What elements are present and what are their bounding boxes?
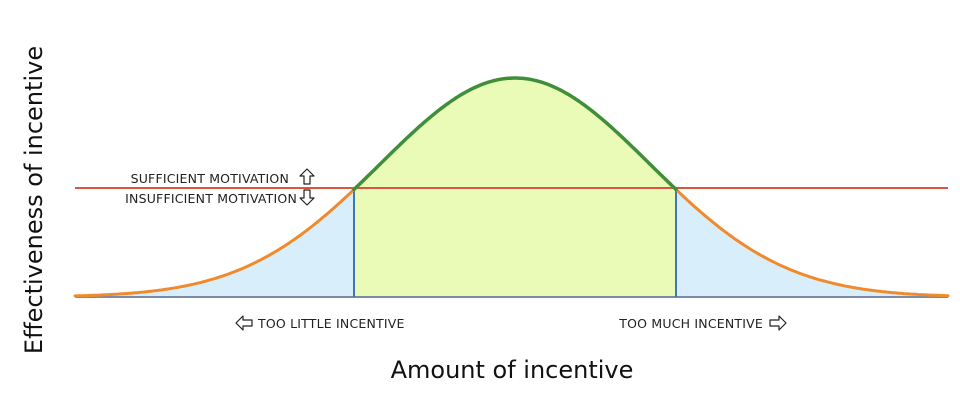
x-axis-label: Amount of incentive xyxy=(391,356,634,384)
curve-right-segment xyxy=(674,188,950,298)
insufficient-motivation-label: INSUFFICIENT MOTIVATION xyxy=(125,191,297,206)
arrow-left-outline-icon xyxy=(235,315,253,331)
arrow-right-outline-icon xyxy=(769,315,787,331)
too-much-incentive-label: TOO MUCH INCENTIVE xyxy=(618,316,763,331)
arrow-up-outline-icon xyxy=(299,168,315,185)
insufficient-left-region xyxy=(75,189,354,297)
sufficient-motivation-label: SUFFICIENT MOTIVATION xyxy=(131,171,289,186)
insufficient-right-region xyxy=(676,189,948,297)
curve-center-segment xyxy=(352,76,678,192)
arrow-down-outline-icon xyxy=(299,189,315,206)
curve-left-segment xyxy=(73,188,356,298)
y-axis-label: Effectiveness of incentive xyxy=(20,46,48,354)
too-little-incentive-label: TOO LITTLE INCENTIVE xyxy=(257,316,405,331)
